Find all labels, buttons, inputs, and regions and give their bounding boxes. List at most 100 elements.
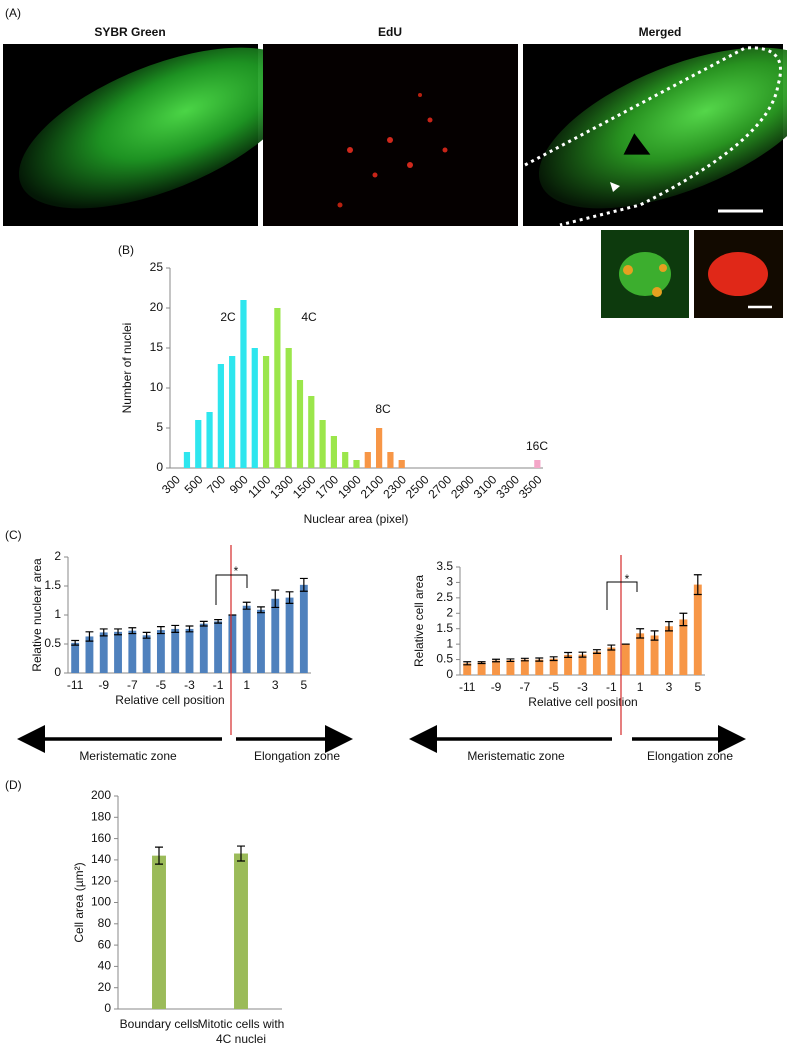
error-bar — [156, 626, 165, 635]
x-tick-label: 1700 — [312, 472, 341, 501]
image-title: Merged — [639, 25, 682, 39]
error-bar — [679, 612, 688, 627]
error-bar — [155, 846, 163, 865]
panel-label: (C) — [5, 528, 22, 542]
error-bar — [285, 591, 294, 604]
bar — [274, 308, 281, 468]
y-tick-label: 1.5 — [44, 578, 61, 592]
error-bar — [492, 658, 500, 663]
panel-label: (B) — [118, 243, 134, 257]
y-tick-label: 0 — [104, 1001, 111, 1015]
bar — [506, 660, 515, 675]
error-bar — [71, 639, 80, 646]
x-tick-label: 3500 — [516, 472, 545, 501]
y-tick-label: 180 — [91, 809, 111, 823]
error-bar — [506, 658, 515, 663]
y-axis-label: Relative nuclear area — [30, 558, 44, 672]
x-tick-label: 1900 — [335, 472, 364, 501]
x-tick-label: 2300 — [380, 472, 409, 501]
bar — [262, 356, 270, 468]
annotation: Meristematic zone — [467, 749, 565, 763]
inset-image — [601, 230, 689, 318]
bar — [650, 635, 659, 675]
bar — [492, 660, 500, 675]
x-tick-label: 3100 — [471, 472, 500, 501]
bar — [217, 364, 224, 468]
bar — [296, 380, 304, 468]
x-axis-label: Relative cell position — [115, 693, 224, 707]
error-bar — [477, 661, 486, 665]
error-bar — [463, 661, 472, 666]
annotation: * — [625, 572, 630, 586]
error-bar — [693, 574, 702, 596]
bar — [99, 632, 108, 673]
panel-label: (A) — [5, 6, 21, 20]
error-bar — [99, 628, 108, 637]
x-tick-label: 5 — [301, 678, 308, 692]
bar — [152, 855, 166, 1009]
y-tick-label: 0 — [156, 460, 163, 474]
bar — [387, 452, 394, 468]
annotation: Elongation zone — [647, 749, 733, 763]
error-bar — [592, 649, 601, 654]
bar — [463, 663, 472, 675]
bar — [171, 628, 180, 673]
bar — [665, 626, 673, 675]
error-bar — [242, 601, 251, 610]
annotation: 16C — [526, 439, 548, 453]
bar — [364, 452, 371, 468]
x-tick-label: 5 — [694, 680, 701, 694]
significance-bracket — [606, 581, 638, 610]
x-tick-label: 3 — [272, 678, 279, 692]
y-axis-label: Cell area (µm²) — [72, 862, 86, 942]
bar — [85, 636, 94, 673]
annotation: Elongation zone — [254, 749, 340, 763]
y-tick-label: 0.5 — [44, 636, 61, 650]
bar — [549, 658, 558, 675]
error-bar — [650, 630, 659, 641]
x-tick-label: 1100 — [245, 472, 273, 500]
x-tick-label: 700 — [204, 472, 228, 496]
bar — [564, 654, 573, 675]
x-tick-label: -9 — [491, 680, 502, 694]
y-tick-label: 3.5 — [436, 559, 453, 573]
y-tick-label: 160 — [91, 831, 111, 845]
y-tick-label: 0.5 — [436, 652, 453, 666]
error-bar — [520, 657, 529, 662]
x-tick-label: 1300 — [267, 472, 296, 501]
y-tick-label: 100 — [91, 895, 111, 909]
y-tick-label: 40 — [98, 959, 112, 973]
error-bar — [114, 628, 122, 636]
y-tick-label: 2 — [446, 605, 453, 619]
bar — [128, 630, 137, 673]
bar — [621, 644, 630, 675]
error-bar — [665, 621, 673, 632]
bar — [114, 631, 122, 673]
micrograph — [263, 44, 518, 226]
error-bar — [535, 657, 544, 662]
x-tick-label: 2100 — [358, 472, 387, 501]
x-tick-label: -11 — [459, 680, 476, 694]
image-title: SYBR Green — [94, 25, 165, 39]
bar — [240, 300, 247, 468]
x-tick-label: Mitotic cells with 4C nuclei — [197, 1017, 285, 1046]
bar — [229, 356, 236, 468]
y-tick-label: 2.5 — [436, 590, 453, 604]
x-tick-label: 3300 — [493, 472, 522, 501]
x-tick-label: 500 — [182, 472, 206, 496]
bar — [535, 659, 544, 675]
bar — [285, 348, 292, 468]
x-axis-label: Nuclear area (pixel) — [304, 512, 409, 526]
micrograph — [3, 44, 302, 226]
bar — [214, 621, 223, 673]
error-bar — [142, 631, 151, 639]
y-tick-label: 2 — [54, 549, 61, 563]
y-tick-label: 25 — [150, 260, 164, 274]
y-tick-label: 15 — [150, 340, 164, 354]
bar — [520, 659, 529, 675]
bar — [183, 452, 191, 468]
x-tick-label: 2700 — [426, 472, 455, 501]
error-bar — [549, 656, 558, 662]
x-tick-label: -7 — [127, 678, 138, 692]
error-bar — [607, 644, 616, 651]
